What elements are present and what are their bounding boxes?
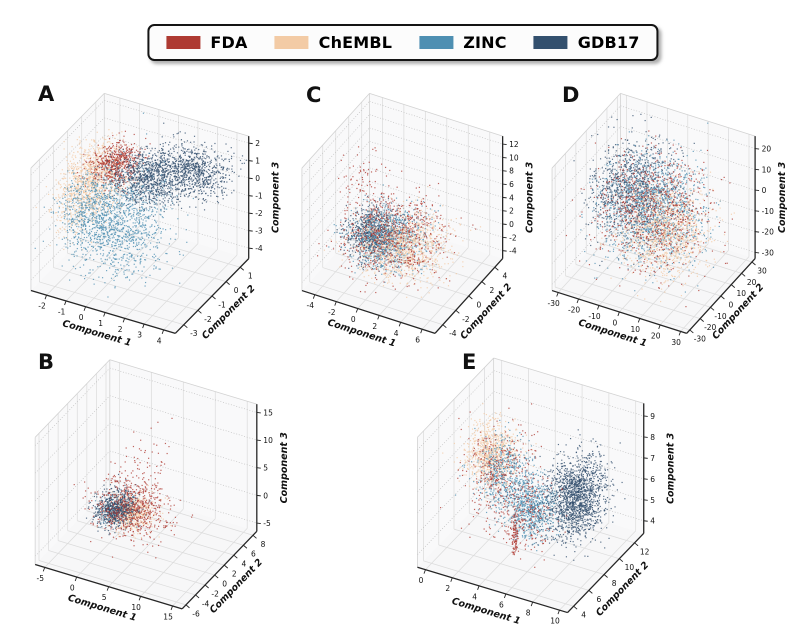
chembl-color-swatch: [274, 36, 309, 49]
panel-E-label: E: [462, 350, 477, 374]
legend-item-gdb17: GDB17: [533, 33, 640, 52]
panel-C-label: C: [306, 83, 322, 107]
legend-label-chembl: ChEMBL: [318, 33, 393, 52]
fda-color-swatch: [166, 36, 201, 49]
legend-label-fda: FDA: [210, 33, 248, 52]
panel-B: B: [22, 348, 308, 622]
legend-label-zinc: ZINC: [463, 33, 507, 52]
panel-D: D: [540, 82, 799, 346]
panel-A: A: [18, 82, 299, 346]
legend-item-zinc: ZINC: [419, 33, 507, 52]
panel-E-plot: [404, 346, 696, 626]
panel-D-plot: [540, 82, 799, 346]
legend-item-fda: FDA: [166, 33, 247, 52]
panel-A-plot: [18, 82, 299, 346]
panel-C: C: [290, 82, 549, 346]
panel-A-label: A: [38, 82, 55, 106]
legend: FDA ChEMBL ZINC GDB17: [147, 24, 659, 61]
legend-item-chembl: ChEMBL: [274, 33, 393, 52]
legend-label-gdb17: GDB17: [577, 33, 640, 52]
panel-E: E: [404, 346, 696, 626]
panel-B-plot: [22, 348, 308, 622]
zinc-color-swatch: [419, 36, 454, 49]
panel-B-label: B: [38, 350, 55, 374]
gdb17-color-swatch: [533, 36, 568, 49]
panel-D-label: D: [562, 83, 580, 107]
panel-C-plot: [290, 82, 549, 346]
